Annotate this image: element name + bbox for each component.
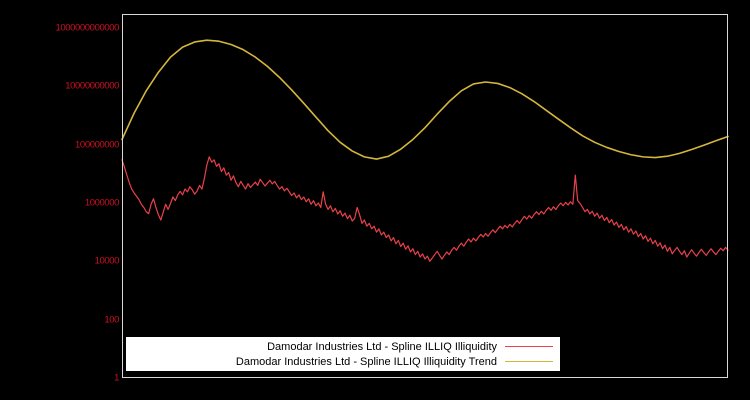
series-line-0 <box>121 156 729 262</box>
y-axis-tick-label: 10000 <box>94 255 120 267</box>
y-axis-tick-label: 100000000 <box>75 139 119 151</box>
legend-label-illiquidity-trend: Damodar Industries Ltd - Spline ILLIQ Il… <box>235 355 497 368</box>
series-paths <box>121 39 729 262</box>
legend-entry-illiquidity: Damodar Industries Ltd - Spline ILLIQ Il… <box>127 339 559 354</box>
y-axis-tick-label: 100 <box>104 314 119 326</box>
y-axis-tick-label: 1 <box>114 372 119 384</box>
legend-label-illiquidity: Damodar Industries Ltd - Spline ILLIQ Il… <box>267 340 497 353</box>
y-axis-tick-label: 1000000 <box>84 197 120 209</box>
legend-entry-illiquidity-trend: Damodar Industries Ltd - Spline ILLIQ Il… <box>127 354 559 369</box>
legend-swatch-illiquidity <box>505 346 553 347</box>
chart-legend: Damodar Industries Ltd - Spline ILLIQ Il… <box>126 337 560 371</box>
series-line-1 <box>121 39 729 160</box>
plot-area-border <box>122 14 728 378</box>
y-axis-tick-label: 1000000000000 <box>55 22 120 34</box>
legend-swatch-illiquidity-trend <box>505 361 553 362</box>
y-axis-tick-label: 10000000000 <box>65 80 119 92</box>
y-axis-tick-labels: 1 100 10000 1000000 100000000 10000000000 1000… <box>0 0 120 400</box>
